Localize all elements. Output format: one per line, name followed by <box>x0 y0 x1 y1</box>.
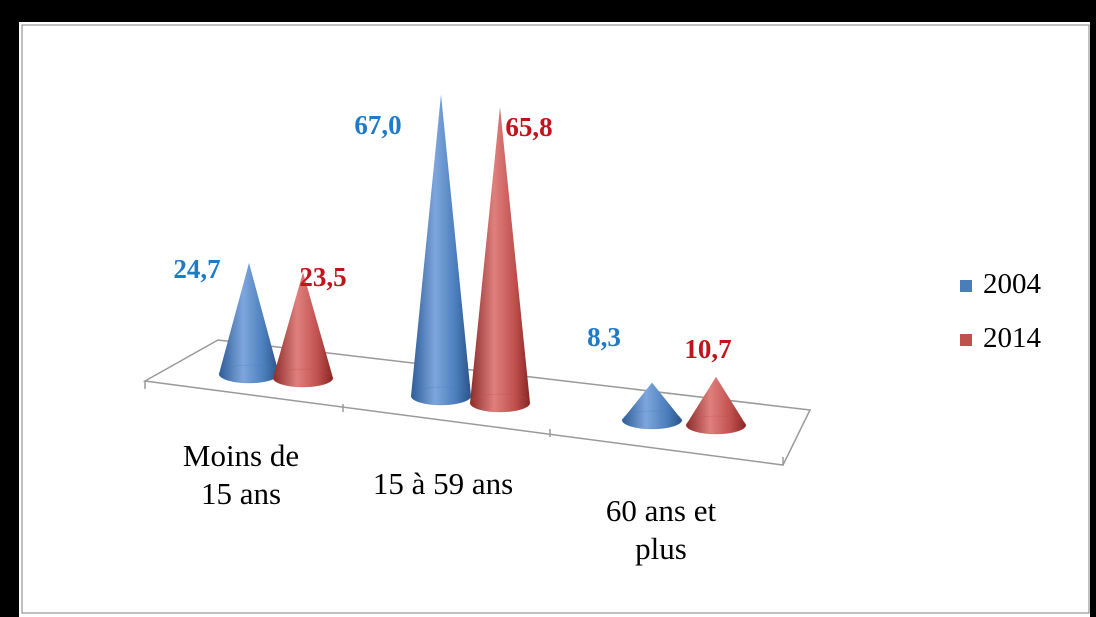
category-label: 60 ans et <box>606 493 717 528</box>
cone-2004-2 <box>621 382 683 430</box>
category-label: Moins de <box>183 438 299 473</box>
cone-2014-1 <box>469 106 531 413</box>
outer-border-right <box>1090 0 1096 617</box>
cone-2014-0 <box>272 272 334 388</box>
value-label: 67,0 <box>354 110 401 140</box>
outer-border-left <box>0 0 19 617</box>
value-label: 65,8 <box>505 112 552 142</box>
inner-border <box>21 24 1090 614</box>
legend-label: 2014 <box>983 322 1042 354</box>
value-label: 10,7 <box>684 334 731 364</box>
value-label: 23,5 <box>299 262 346 292</box>
legend-item-2004: 2004 <box>960 268 1042 300</box>
legend-swatch <box>960 334 972 346</box>
category-label: 15 à 59 ans <box>373 466 513 501</box>
legend-label: 2004 <box>983 268 1042 300</box>
category-label: 15 ans <box>201 476 281 511</box>
category-label: plus <box>635 531 687 566</box>
outer-border-top <box>0 0 1096 22</box>
legend-swatch <box>960 280 972 292</box>
cone-2014-2 <box>685 376 747 435</box>
value-label: 24,7 <box>173 254 220 284</box>
value-label: 8,3 <box>587 322 621 352</box>
legend-item-2014: 2014 <box>960 322 1042 354</box>
